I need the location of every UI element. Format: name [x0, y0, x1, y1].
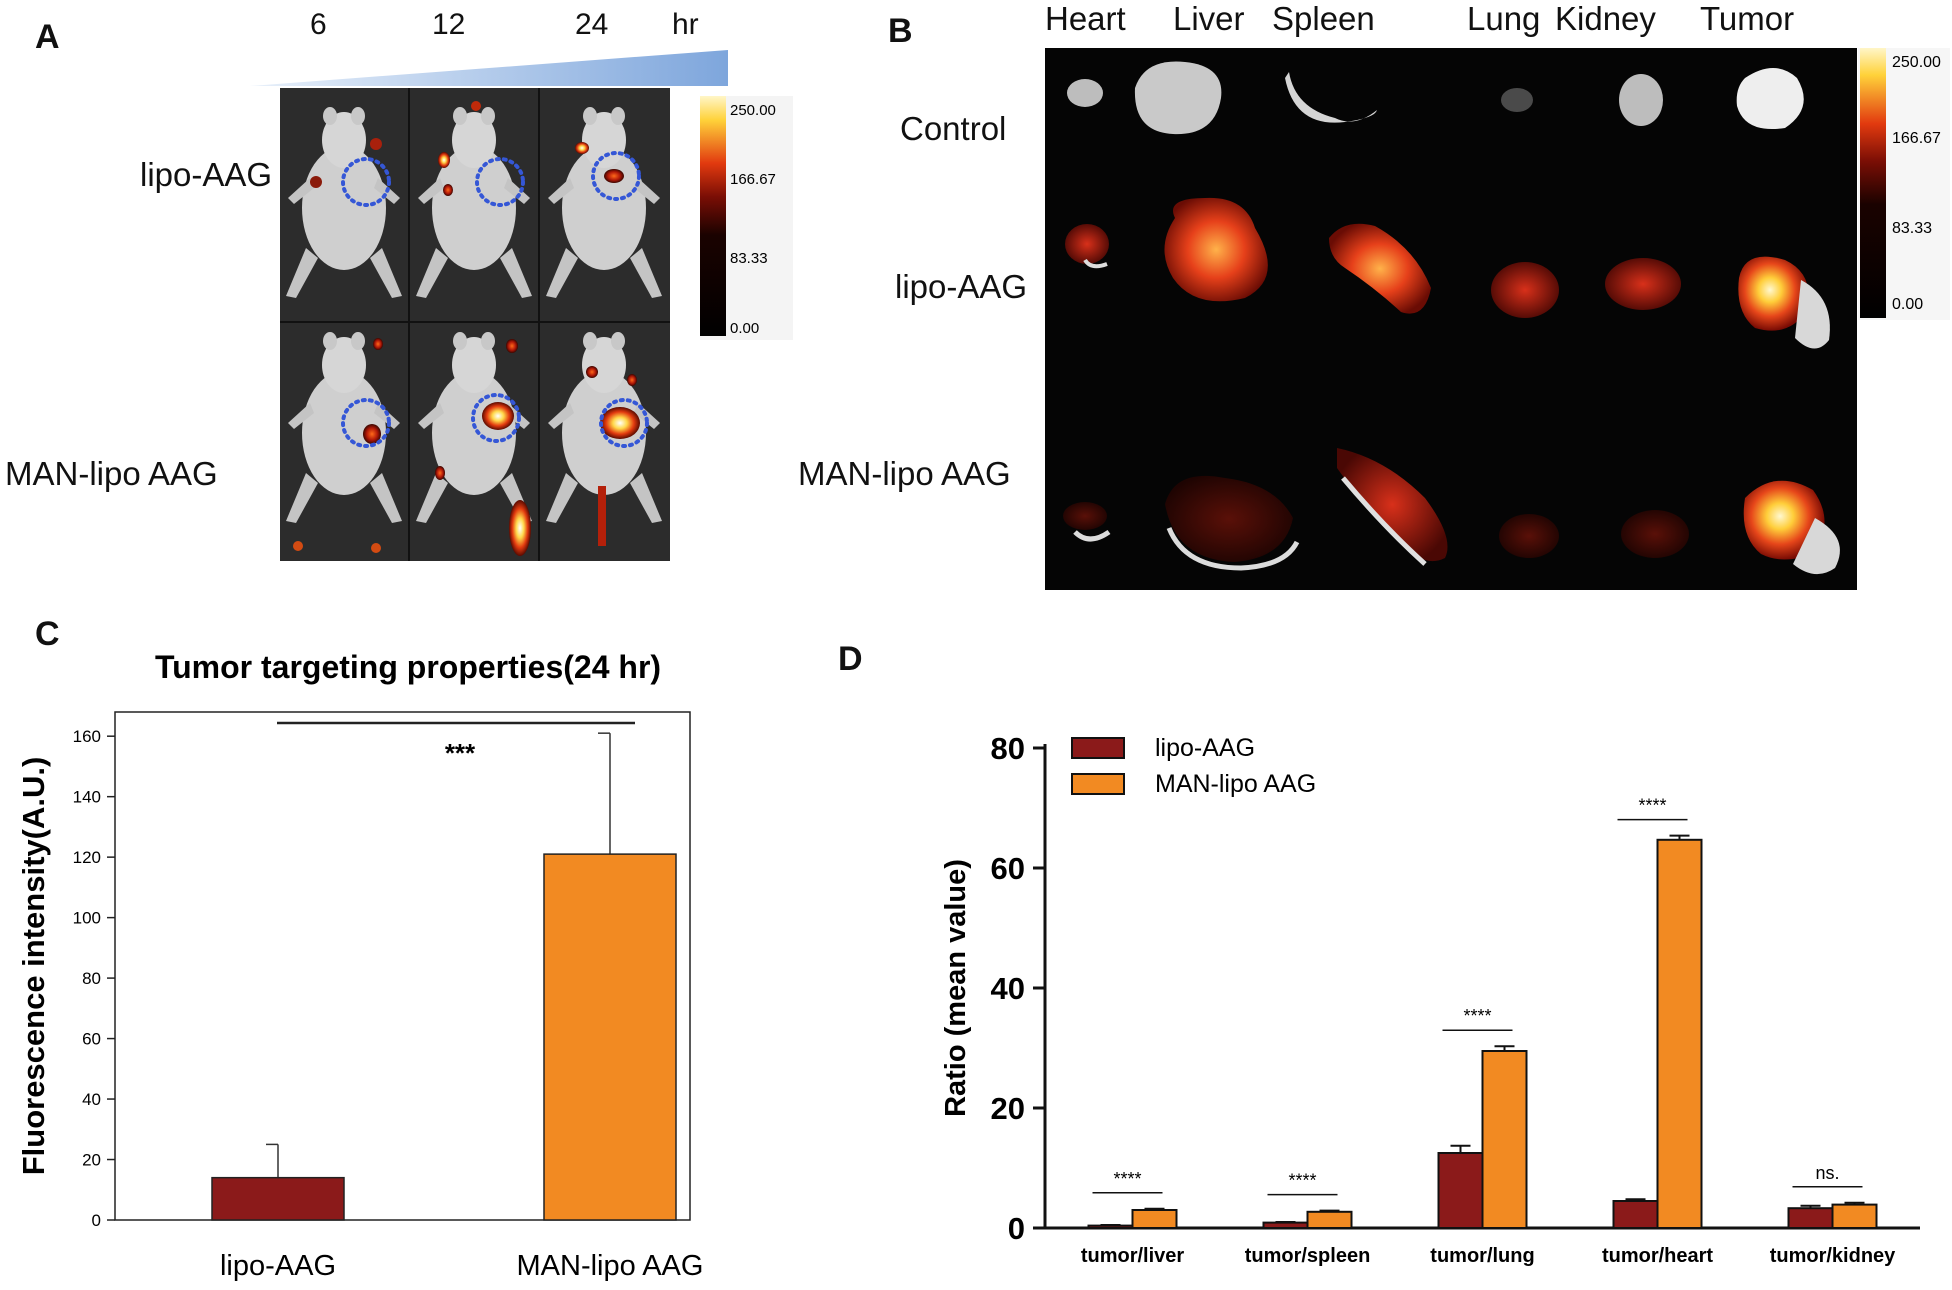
- row-label-lipo-aag: lipo-AAG: [140, 156, 273, 193]
- chart-d-bar: [1787, 1207, 1834, 1230]
- colorbar-b-tick-3: 83.33: [1892, 220, 1933, 237]
- chart-d-ytick-label: 80: [991, 731, 1025, 766]
- colorbar-b-tick-2: 166.67: [1892, 130, 1941, 147]
- chart-c-ytick-label: 40: [82, 1090, 101, 1109]
- colorbar-a: [700, 96, 726, 336]
- chart-c-xtick-label: lipo-AAG: [220, 1250, 336, 1282]
- b-row-lipo-aag: lipo-AAG: [895, 268, 1028, 305]
- chart-c-ytick-label: 100: [73, 909, 101, 928]
- timepoint-6: 6: [310, 8, 327, 41]
- mouse-imaging-grid: [280, 88, 670, 561]
- time-unit: hr: [672, 8, 699, 41]
- chart-c-xtick-label: MAN-lipo AAG: [517, 1250, 704, 1282]
- chart-c: Tumor targeting properties(24 hr) 0 20 40 60…: [16, 649, 704, 1282]
- chart-d-bar: [1656, 838, 1703, 1230]
- chart-d-sig-mark: ****: [1288, 1171, 1316, 1191]
- chart-c-sig-mark: ***: [445, 738, 476, 768]
- chart-c-title: Tumor targeting properties(24 hr): [155, 649, 661, 685]
- colorbar-b: [1860, 48, 1886, 318]
- chart-d-ytick-label: 20: [991, 1091, 1025, 1126]
- chart-d-sig-mark: ****: [1638, 796, 1666, 816]
- chart-d-sig-mark: ****: [1113, 1169, 1141, 1189]
- organ-liver: Liver: [1173, 0, 1245, 37]
- chart-d-bar: [1262, 1221, 1309, 1229]
- organ-tumor: Tumor: [1700, 0, 1795, 37]
- chart-d-sig-mark: ns.: [1815, 1163, 1839, 1183]
- b-row-control: Control: [900, 110, 1007, 147]
- chart-d-xtick-label: tumor/kidney: [1770, 1245, 1896, 1267]
- organ-lung: Lung: [1467, 0, 1541, 37]
- chart-c-frame: [114, 711, 691, 1221]
- chart-d-bar: [1437, 1152, 1484, 1229]
- colorbar-b-tick-min: 0.00: [1892, 296, 1924, 313]
- chart-c-bar: [543, 853, 677, 1221]
- chart-d-ytick-label: 40: [991, 971, 1025, 1006]
- chart-d-bar: [1481, 1050, 1528, 1229]
- organ-kidney: Kidney: [1555, 0, 1656, 37]
- chart-d-bar: [1131, 1209, 1178, 1229]
- chart-d-ytick-label: 60: [991, 851, 1025, 886]
- chart-c-ylabel: Fluorescence intensity(A.U.): [16, 757, 51, 1176]
- timepoint-12: 12: [432, 8, 466, 41]
- chart-d-legend-swatch: [1071, 773, 1125, 795]
- colorbar-a-tick-min: 0.00: [730, 320, 760, 337]
- colorbar-a-tick-max: 250.00: [730, 102, 776, 119]
- chart-c-ytick-label: 140: [73, 788, 101, 807]
- organ-spleen: Spleen: [1272, 0, 1375, 37]
- colorbar-b-frame: 250.00 166.67 83.33 0.00: [1858, 48, 1950, 320]
- b-row-man-lipo-aag: MAN-lipo AAG: [798, 455, 1011, 492]
- chart-c-ytick-label: 20: [82, 1151, 101, 1170]
- chart-d-xtick-label: tumor/lung: [1430, 1245, 1534, 1267]
- chart-d-legend-label: lipo-AAG: [1155, 734, 1255, 762]
- ex-vivo-organ-image: [1045, 48, 1857, 590]
- chart-d-bar: [1612, 1200, 1659, 1229]
- chart-c-ytick-label: 0: [92, 1211, 101, 1230]
- chart-d-xtick-label: tumor/heart: [1602, 1245, 1713, 1267]
- chart-d-legend-label: MAN-lipo AAG: [1155, 770, 1316, 798]
- panel-d-letter: D: [838, 640, 863, 678]
- colorbar-a-tick-3: 83.33: [730, 250, 768, 267]
- row-label-man-lipo-aag: MAN-lipo AAG: [5, 455, 218, 492]
- chart-d: 0 20 40 60 80 Ratio (mean value) tumor/liver **…: [940, 731, 1920, 1267]
- chart-c-ytick-label: 120: [73, 848, 101, 867]
- chart-d-ylabel: Ratio (mean value): [940, 859, 972, 1117]
- chart-d-legend-swatch: [1071, 737, 1125, 759]
- colorbar-b-tick-max: 250.00: [1892, 54, 1941, 71]
- organ-heart: Heart: [1045, 0, 1126, 37]
- chart-c-bar: [211, 1176, 345, 1221]
- chart-d-bar: [1831, 1203, 1878, 1230]
- chart-d-sig-mark: ****: [1463, 1006, 1491, 1026]
- timepoint-24: 24: [575, 8, 609, 41]
- panel-c-letter: C: [35, 615, 60, 653]
- chart-d-bar: [1306, 1210, 1353, 1229]
- colorbar-a-tick-2: 166.67: [730, 171, 776, 188]
- chart-c-ytick-label: 60: [82, 1030, 101, 1049]
- panel-a-letter: A: [35, 18, 60, 56]
- chart-c-ytick-label: 160: [73, 727, 101, 746]
- panel-b-letter: B: [888, 12, 913, 50]
- chart-c-ytick-label: 80: [82, 969, 101, 988]
- time-gradient-wedge: [250, 50, 728, 86]
- chart-d-ytick-label: 0: [1008, 1211, 1025, 1246]
- colorbar-a-frame: 250.00 166.67 83.33 0.00: [700, 96, 793, 340]
- chart-d-xtick-label: tumor/liver: [1081, 1245, 1185, 1267]
- chart-d-xtick-label: tumor/spleen: [1245, 1245, 1371, 1267]
